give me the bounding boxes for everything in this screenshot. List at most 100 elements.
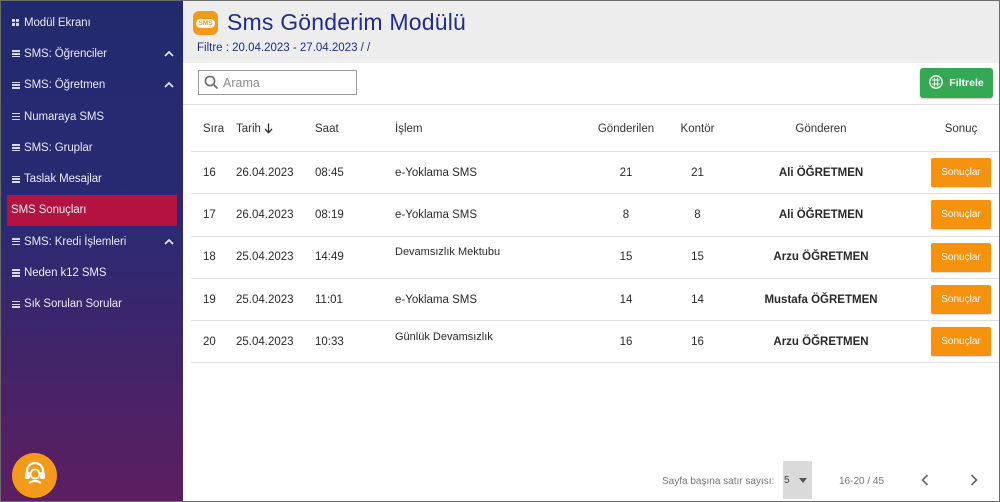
cell-islem: Devamsızlık Mektubu (395, 246, 501, 259)
cell-sonuc: Sonuçlar (926, 194, 996, 235)
column-header-gonderen: Gönderen (795, 122, 847, 135)
sidebar-item-label: SMS: Öğretmen (24, 79, 106, 92)
list-icon (11, 81, 20, 89)
cell-sira: 19 (203, 293, 216, 306)
sidebar-item-neden-k12-sms[interactable]: Neden k12 SMS (1, 257, 183, 288)
results-button[interactable]: Sonuçlar (931, 158, 991, 188)
cell-saat: 08:19 (315, 208, 344, 221)
sidebar-item-sms-ogrenciler[interactable]: SMS: Öğrenciler (1, 38, 183, 69)
cell-sonuc: Sonuçlar (926, 152, 996, 193)
table-row: 19 25.04.2023 11:01 e-Yoklama SMS 14 14 … (191, 279, 999, 322)
cell-tarih: 26.04.2023 (236, 208, 294, 221)
page-title: Sms Gönderim Modülü (227, 9, 466, 35)
search-input[interactable] (223, 75, 343, 90)
list-icon (11, 300, 20, 308)
cell-islem: e-Yoklama SMS (395, 166, 478, 179)
table-row: 20 25.04.2023 10:33 Günlük Devamsızlık 1… (191, 321, 999, 364)
cell-kontor: 21 (691, 166, 704, 179)
support-button[interactable] (12, 453, 57, 498)
sidebar-item-modul-ekrani[interactable]: Modül Ekranı (1, 7, 183, 38)
sidebar: Modül Ekranı SMS: Öğrenciler SMS: Öğretm… (1, 1, 183, 501)
cell-kontor: 8 (694, 208, 701, 221)
cell-saat: 08:45 (315, 166, 344, 179)
table-header-row: Sıra Tarih Saat İşlem Gönderilen Kontör … (191, 106, 999, 152)
arrow-down-icon (264, 123, 273, 134)
toolbar: Filtrele (183, 63, 999, 105)
chevron-up-icon[interactable] (163, 47, 175, 59)
list-icon (11, 269, 20, 277)
chevron-up-icon[interactable] (163, 79, 175, 91)
list-icon (11, 144, 20, 152)
rows-per-page-label: Sayfa başına satır sayısı: (662, 476, 775, 487)
sidebar-item-label: SMS Sonuçları (11, 204, 87, 217)
sidebar-item-sms-gruplar[interactable]: SMS: Gruplar (1, 132, 183, 163)
sms-app-icon-label: SMS (196, 18, 215, 28)
main-content: SMS Sms Gönderim Modülü Filtre : 20.04.2… (183, 1, 999, 501)
cell-sira: 18 (203, 251, 216, 264)
cell-gonderilen: 8 (622, 208, 630, 221)
cell-kontor: 15 (691, 251, 704, 264)
cell-tarih: 25.04.2023 (236, 251, 294, 264)
results-button[interactable]: Sonuçlar (931, 200, 991, 230)
sidebar-item-sms-kredi-islemleri[interactable]: SMS: Kredi İşlemleri (1, 226, 183, 257)
caret-down-icon (799, 478, 807, 483)
cell-sira: 20 (203, 335, 216, 348)
sidebar-item-sms-sonuclari[interactable]: SMS Sonuçları (7, 194, 177, 227)
search-box[interactable] (198, 70, 357, 95)
filter-button[interactable]: Filtrele (920, 68, 993, 98)
results-button[interactable]: Sonuçlar (931, 242, 991, 272)
cell-sonuc: Sonuçlar (926, 279, 996, 320)
cell-saat: 11:01 (315, 293, 343, 306)
table-row: 18 25.04.2023 14:49 Devamsızlık Mektubu … (191, 237, 999, 279)
results-button[interactable]: Sonuçlar (931, 327, 991, 357)
sms-app-icon: SMS (193, 11, 218, 35)
list-icon (11, 112, 20, 121)
table-row: 17 26.04.2023 08:19 e-Yoklama SMS 8 8 Al… (191, 194, 999, 237)
column-header-saat: Saat (315, 122, 339, 135)
active-filter: Filtre : 20.04.2023 - 27.04.2023 / / (197, 42, 371, 54)
pagination: Sayfa başına satır sayısı: 5 16-20 / 45 (183, 461, 999, 501)
cell-sonuc: Sonuçlar (926, 237, 996, 278)
column-header-tarih-label: Tarih (236, 122, 261, 135)
list-icon (11, 50, 20, 58)
sidebar-item-taslak-mesajlar[interactable]: Taslak Mesajlar (1, 163, 183, 194)
sidebar-item-sss[interactable]: Sık Sorulan Sorular (1, 289, 183, 320)
cell-sonuc: Sonuçlar (926, 321, 996, 362)
sidebar-item-label: Sık Sorulan Sorular (24, 298, 122, 311)
page-header: SMS Sms Gönderim Modülü Filtre : 20.04.2… (183, 1, 999, 63)
cell-tarih: 25.04.2023 (236, 335, 294, 348)
cell-gonderen: Arzu ÖĞRETMEN (773, 251, 869, 264)
cell-tarih: 25.04.2023 (236, 293, 294, 306)
results-button[interactable]: Sonuçlar (931, 285, 991, 315)
cell-gonderen: Mustafa ÖĞRETMEN (764, 293, 878, 306)
column-header-kontor: Kontör (680, 122, 715, 135)
sidebar-item-numaraya-sms[interactable]: Numaraya SMS (1, 101, 183, 132)
results-table: Sıra Tarih Saat İşlem Gönderilen Kontör … (191, 106, 999, 364)
sidebar-item-label: Neden k12 SMS (24, 267, 107, 280)
sidebar-menu: Modül Ekranı SMS: Öğrenciler SMS: Öğretm… (1, 1, 183, 320)
cell-gonderen: Ali ÖĞRETMEN (778, 208, 864, 221)
chevron-left-icon[interactable] (916, 471, 934, 489)
cell-gonderilen: 16 (619, 335, 633, 348)
column-header-islem: İşlem (395, 122, 423, 135)
list-icon (11, 238, 20, 246)
column-header-gonderilen: Gönderilen (597, 122, 655, 135)
chevron-right-icon[interactable] (965, 471, 983, 489)
list-icon (11, 175, 20, 183)
cell-islem: e-Yoklama SMS (395, 208, 478, 221)
cell-gonderen: Ali ÖĞRETMEN (778, 166, 864, 179)
cell-islem: e-Yoklama SMS (395, 293, 478, 306)
cell-gonderilen: 21 (619, 166, 633, 179)
sidebar-item-label: SMS: Öğrenciler (24, 47, 107, 60)
sidebar-item-label: SMS: Gruplar (24, 141, 93, 154)
sidebar-item-sms-ogretmen[interactable]: SMS: Öğretmen (1, 70, 183, 101)
page-range: 16-20 / 45 (839, 476, 885, 487)
search-icon (199, 75, 223, 90)
sidebar-item-label: Numaraya SMS (24, 110, 104, 123)
column-header-tarih[interactable]: Tarih (236, 106, 273, 151)
chevron-up-icon[interactable] (163, 235, 175, 247)
cell-saat: 14:49 (315, 251, 344, 264)
rows-per-page-select[interactable]: 5 (783, 461, 812, 499)
cell-gonderen: Arzu ÖĞRETMEN (773, 335, 869, 348)
